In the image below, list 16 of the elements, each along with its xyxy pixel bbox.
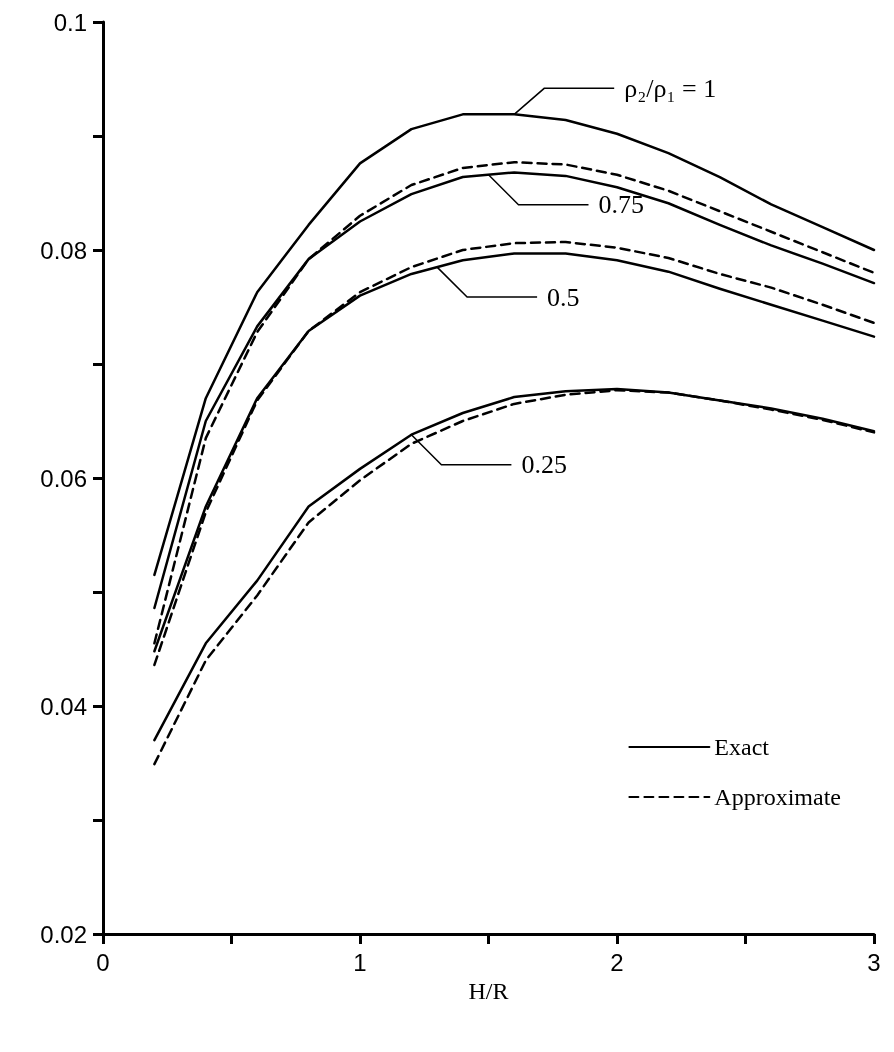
y-tick-label: 0.08 [40,236,87,264]
x-tick-label: 2 [610,948,624,976]
x-axis-title: H/R [468,977,509,1004]
legend-label: Approximate [714,784,842,810]
annotation: ρ₂/ρ₁ = 1 [624,73,717,103]
annotation: 0.75 [598,190,644,220]
y-tick-label: 0.02 [40,920,87,948]
y-tick-label: 0.06 [40,464,87,492]
annotation: 0.25 [521,450,567,480]
legend-label: Exact [714,734,770,760]
y-tick-label: 0.1 [53,8,87,36]
x-tick-label: 1 [353,948,367,976]
x-tick-label: 0 [96,948,110,976]
y-tick-label: 0.04 [40,692,87,720]
x-tick-label: 3 [867,948,881,976]
annotation: 0.5 [547,282,580,312]
